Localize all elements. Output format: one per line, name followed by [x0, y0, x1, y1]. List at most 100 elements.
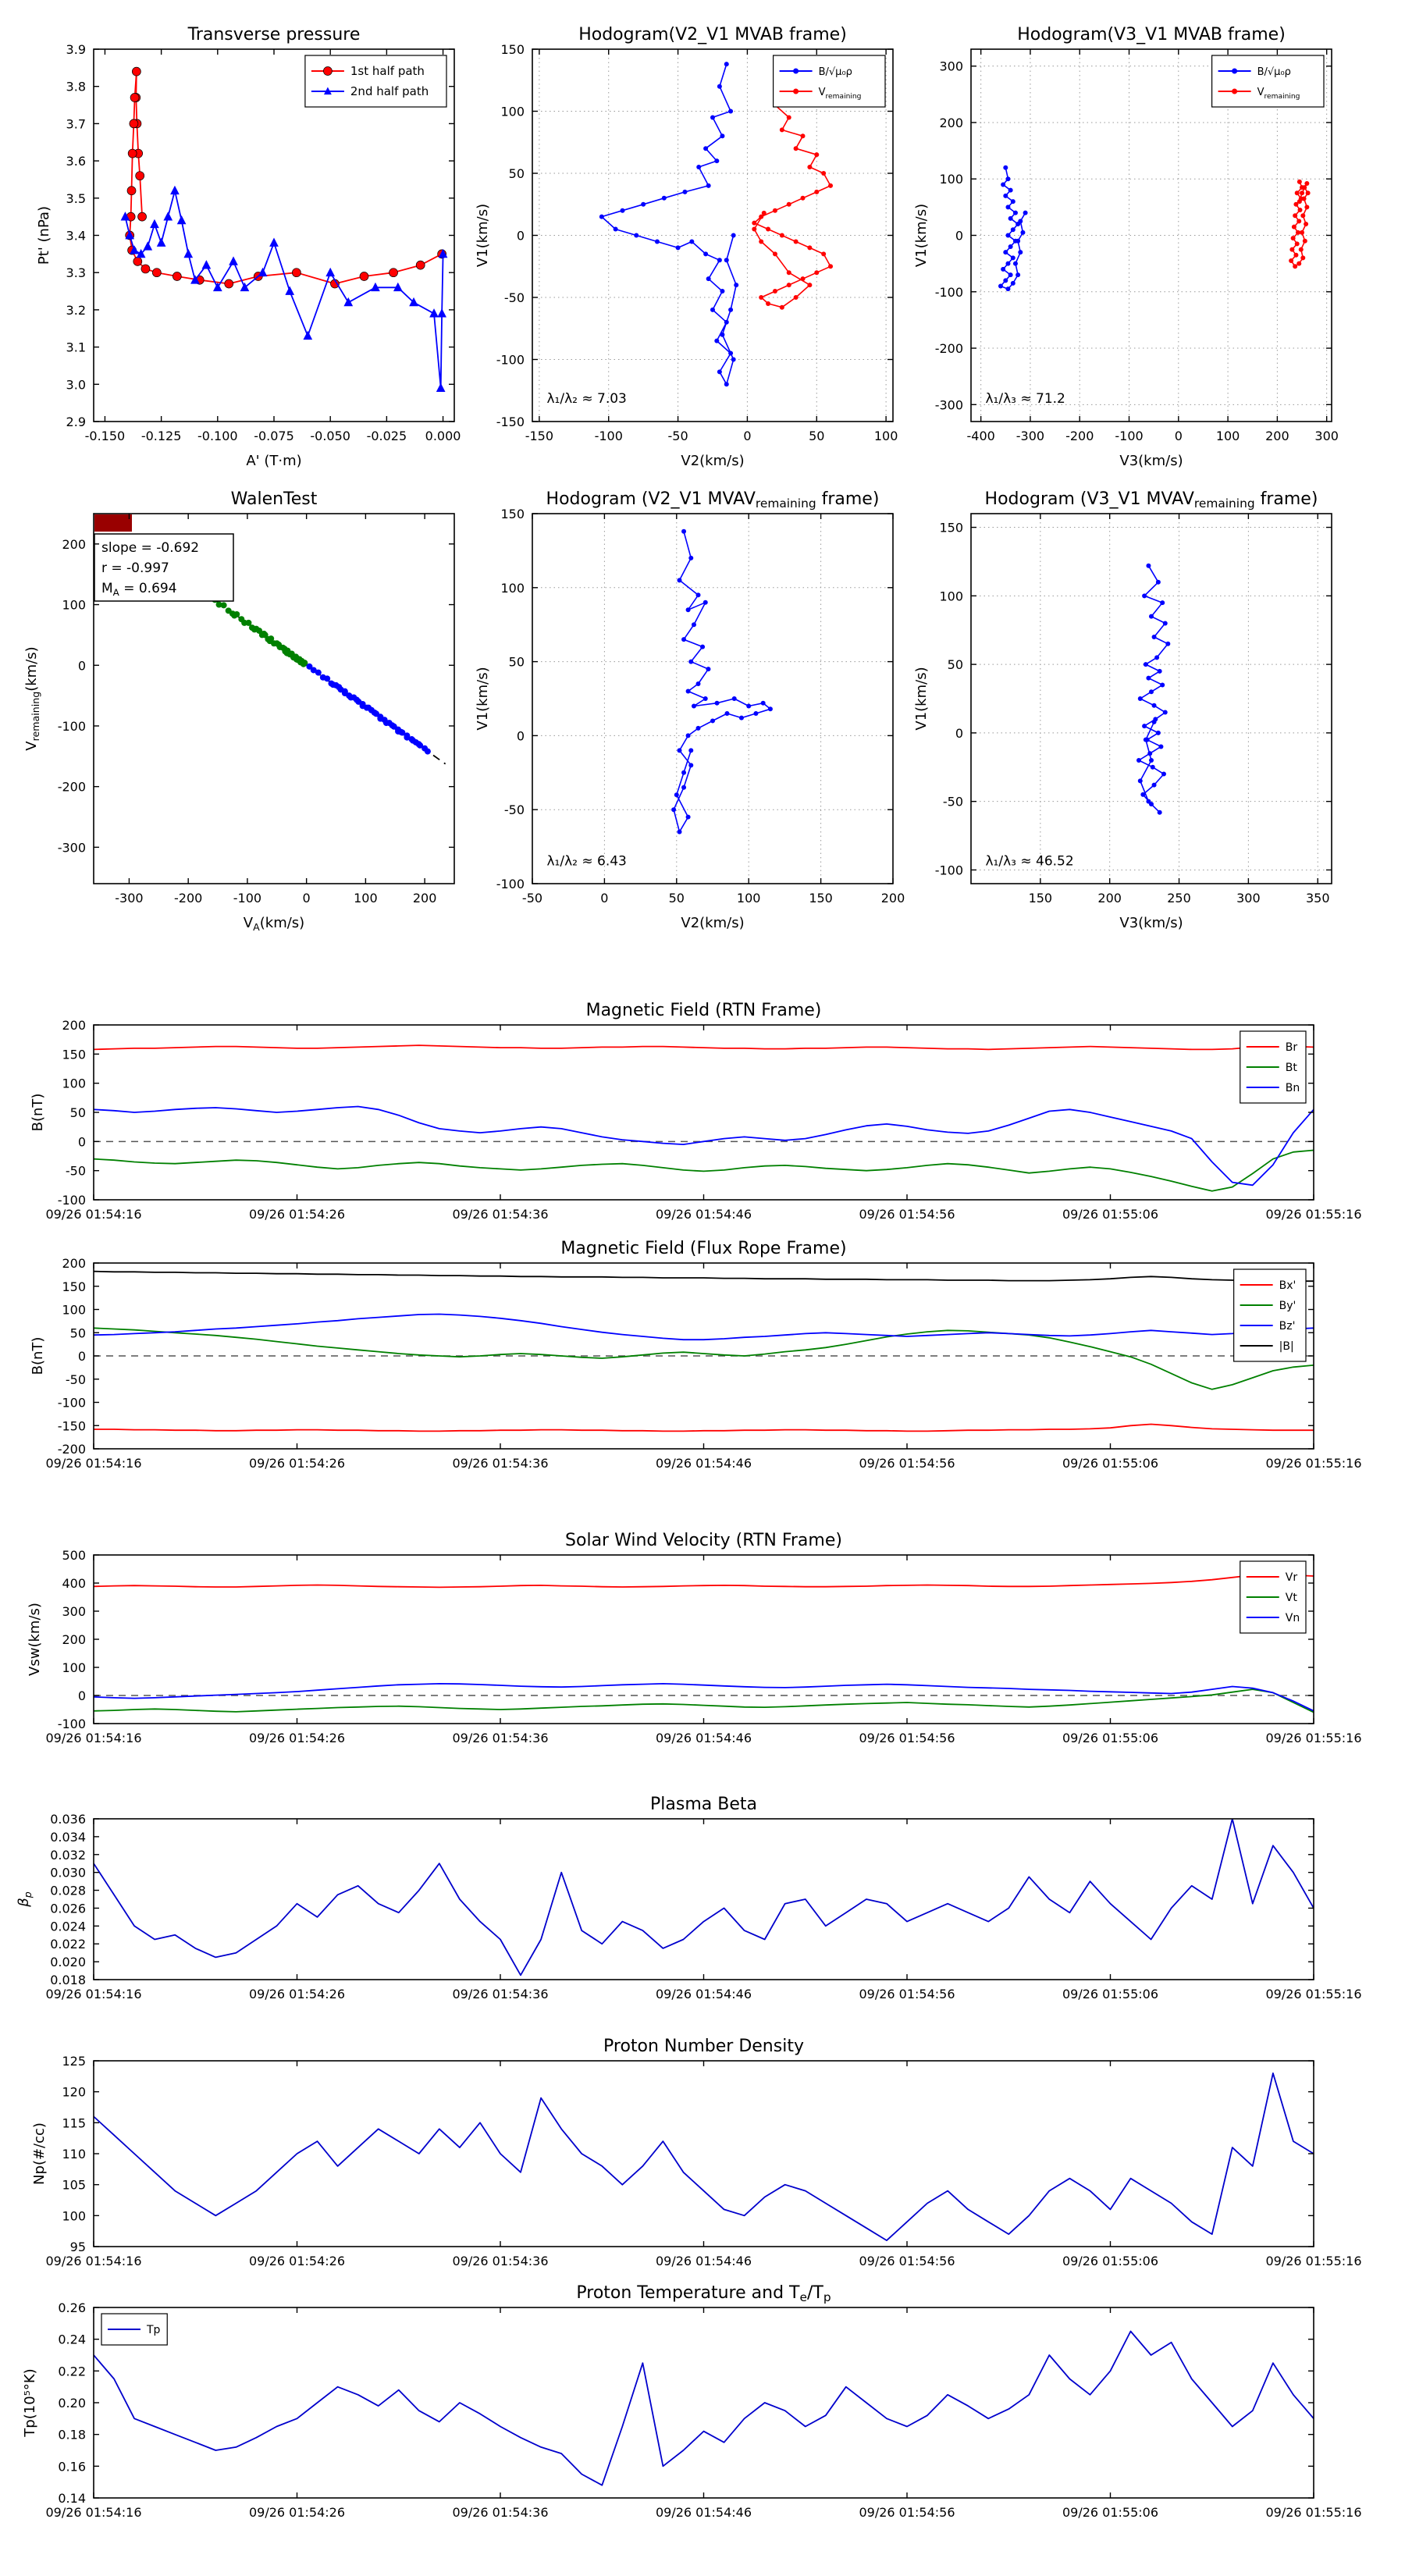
legend-label: Vremaining: [819, 87, 862, 101]
y-tick-label: 50: [70, 1105, 86, 1120]
y-tick-label: 0.030: [50, 1866, 86, 1880]
y-tick-label: 100: [62, 1660, 86, 1675]
chart-h6-series: [1136, 563, 1171, 815]
x-tick-label: 09/26 01:54:26: [249, 1731, 345, 1745]
chart-tp-ylabel: Tp(10⁵°K): [22, 2368, 38, 2437]
chart-walen-frame: [93, 513, 455, 884]
y-tick-label: -200: [935, 341, 963, 356]
x-tick-label: -200: [1065, 429, 1094, 443]
y-tick-label: -150: [58, 1418, 86, 1433]
chart-h2-ylabel: V1(km/s): [475, 204, 491, 267]
y-tick-label: 105: [62, 2178, 86, 2193]
y-tick-label: 0.020: [50, 1955, 86, 1969]
y-tick-label: 0.022: [50, 1937, 86, 1952]
x-tick-label: 200: [413, 891, 437, 906]
x-tick-label: 09/26 01:54:16: [45, 1456, 141, 1471]
x-tick-label: -0.150: [85, 429, 126, 443]
x-tick-label: -150: [525, 429, 553, 443]
y-tick-label: 0.036: [50, 1812, 86, 1827]
y-tick-label: 0.22: [58, 2364, 86, 2379]
y-tick-label: 125: [62, 2054, 86, 2069]
x-tick-label: 09/26 01:55:16: [1265, 2505, 1361, 2520]
y-tick-label: 300: [939, 59, 963, 74]
y-tick-label: 120: [62, 2085, 86, 2100]
x-tick-label: -0.025: [367, 429, 407, 443]
x-tick-label: 350: [1306, 891, 1330, 906]
x-tick-label: 09/26 01:55:06: [1062, 1731, 1158, 1745]
y-tick-label: 0: [955, 726, 963, 741]
chart-h5-xlabel: V2(km/s): [681, 915, 744, 931]
legend-label: |B|: [1279, 1340, 1294, 1353]
x-tick-label: 09/26 01:55:06: [1062, 2254, 1158, 2268]
legend-label: By': [1279, 1300, 1297, 1312]
chart-brtn-series: [94, 1044, 1314, 1192]
y-tick-label: 100: [62, 2208, 86, 2223]
x-tick-label: 09/26 01:54:26: [249, 1456, 345, 1471]
chart-h2: λ₁/λ₂ ≈ 7.03 -150 -100 -50 0 50 100 -150 -100 -50…: [475, 25, 898, 469]
y-tick-label: 50: [509, 166, 525, 181]
chart-pt-ylabel: Pt' (nPa): [36, 206, 52, 265]
chart-h3-xlabel: V3(km/s): [1119, 453, 1183, 469]
y-tick-label: 200: [62, 1018, 86, 1033]
y-tick-label: 3.1: [66, 340, 86, 355]
y-tick-label: 200: [62, 1632, 86, 1647]
chart-pt-xlabel: A' (T·m): [246, 453, 301, 469]
chart-h3-title: Hodogram(V3_V1 MVAB frame): [1017, 25, 1286, 44]
chart-walen-corner-marker: [94, 514, 132, 532]
y-tick-label: 0.18: [58, 2428, 86, 2443]
y-tick-label: 100: [939, 172, 963, 187]
y-tick-label: 0.018: [50, 1973, 86, 1987]
x-tick-label: 150: [809, 891, 833, 906]
x-tick-label: -50: [668, 429, 688, 443]
y-tick-label: -50: [66, 1164, 86, 1179]
x-tick-label: 09/26 01:55:16: [1265, 1731, 1361, 1745]
y-tick-label: 100: [62, 1076, 86, 1091]
chart-h5: λ₁/λ₂ ≈ 6.43-50 0 50 100 150 200-100-50050100…: [475, 489, 905, 931]
x-tick-label: 300: [1236, 891, 1261, 906]
chart-tp-title: Proton Temperature and Te/Tp: [576, 2283, 831, 2304]
y-tick-label: -50: [66, 1372, 86, 1387]
y-tick-label: 0: [517, 728, 525, 743]
y-tick-label: 0: [517, 229, 525, 244]
legend-label: 2nd half path: [350, 84, 429, 98]
chart-h5-series: [671, 528, 773, 834]
chart-bfr-ylabel: B(nT): [30, 1337, 46, 1375]
x-tick-label: 09/26 01:54:46: [656, 1456, 752, 1471]
y-tick-label: 100: [62, 598, 86, 613]
chart-brtn-ylabel: B(nT): [30, 1094, 46, 1132]
chart-np-series: [94, 2073, 1314, 2241]
chart-walen-series: [212, 596, 431, 755]
y-tick-label: 100: [939, 589, 963, 603]
y-tick-label: -300: [58, 840, 86, 855]
x-tick-label: 09/26 01:54:26: [249, 2505, 345, 2520]
y-tick-label: -100: [496, 877, 525, 891]
chart-h6-xlabel: V3(km/s): [1119, 915, 1183, 931]
x-tick-label: 09/26 01:54:36: [452, 1456, 548, 1471]
chart-h5-annotation: λ₁/λ₂ ≈ 6.43: [546, 853, 626, 869]
legend-label: B/√μ₀ρ: [819, 66, 852, 78]
y-tick-label: -100: [58, 1193, 86, 1208]
chart-h3: λ₁/λ₃ ≈ 71.2 -400 -300 -200 -100 0 100 200 300 -3…: [913, 25, 1339, 469]
x-tick-label: -100: [1115, 429, 1143, 443]
y-tick-label: 50: [509, 655, 525, 670]
y-tick-label: 3.9: [66, 42, 86, 57]
y-tick-label: 110: [62, 2147, 86, 2161]
chart-h6-frame: [970, 513, 1332, 884]
x-tick-label: 200: [881, 891, 905, 906]
x-tick-label: 09/26 01:55:16: [1265, 1987, 1361, 2001]
legend-label: Br: [1286, 1041, 1298, 1054]
chart-pt: -0.150 -0.125 -0.100 -0.075 -0.050 -0.025 0.00…: [36, 25, 461, 469]
y-tick-label: 0.14: [58, 2491, 86, 2506]
y-tick-label: 100: [500, 105, 525, 119]
legend-label: Bn: [1286, 1082, 1300, 1094]
x-tick-label: 09/26 01:55:16: [1265, 1456, 1361, 1471]
x-tick-label: 0: [1175, 429, 1183, 443]
x-tick-label: 09/26 01:54:16: [45, 1731, 141, 1745]
x-tick-label: 250: [1167, 891, 1191, 906]
y-tick-label: 0.26: [58, 2300, 86, 2315]
chart-h2-annotation: λ₁/λ₂ ≈ 7.03: [546, 391, 626, 407]
x-tick-label: 200: [1265, 429, 1289, 443]
x-tick-label: 09/26 01:54:36: [452, 1987, 548, 2001]
y-tick-label: 0.028: [50, 1884, 86, 1898]
chart-h6-ylabel: V1(km/s): [913, 667, 930, 730]
